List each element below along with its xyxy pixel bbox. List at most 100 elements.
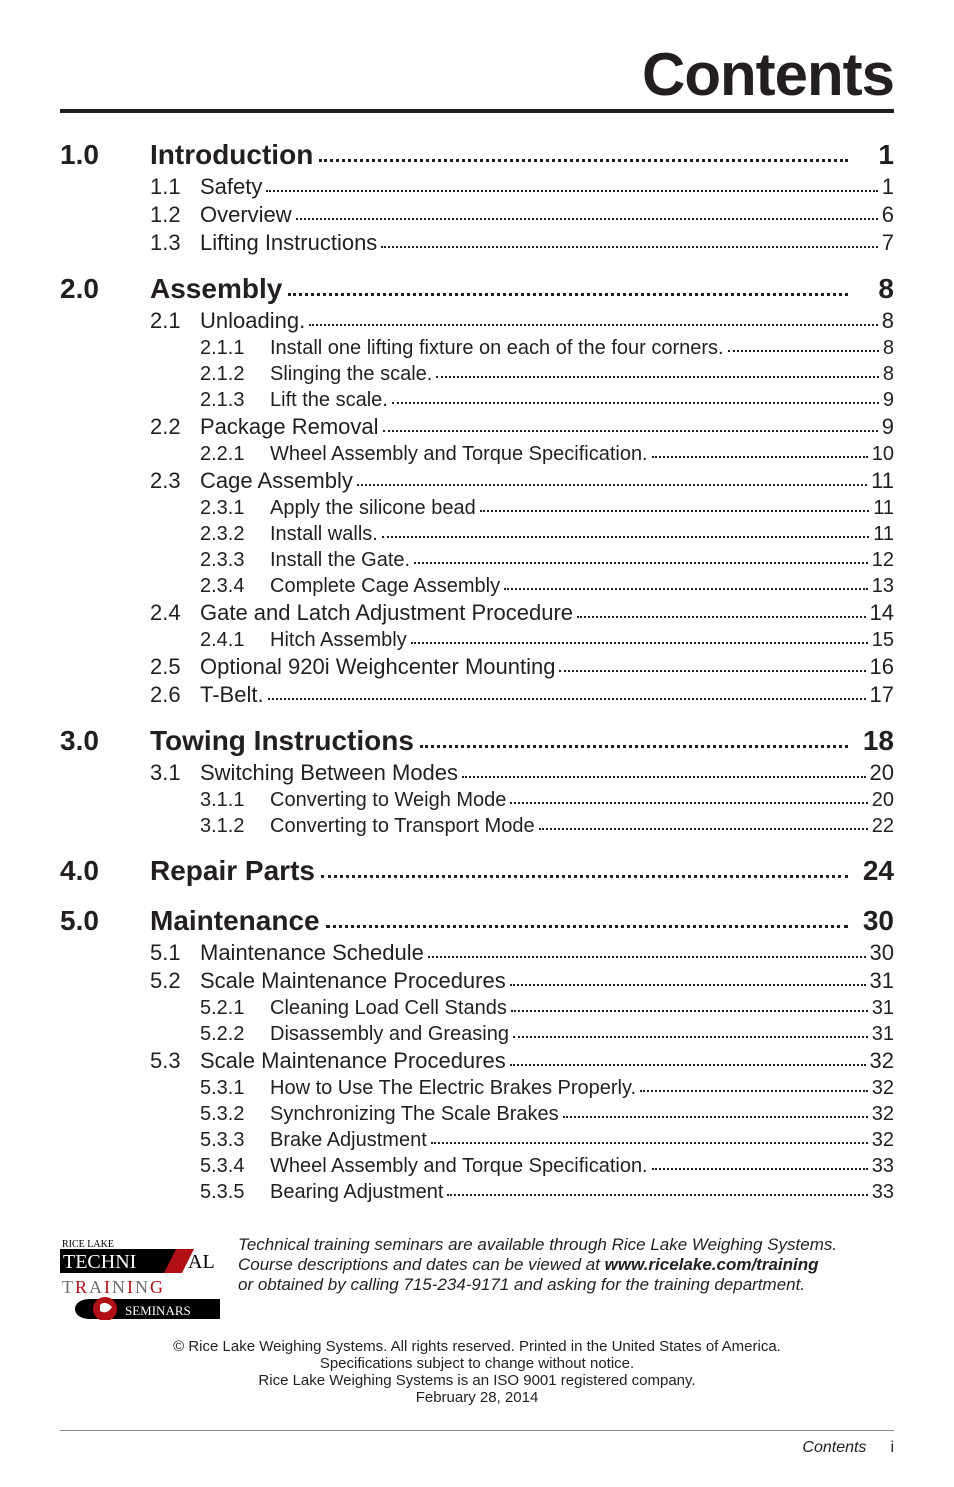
toc-entry-page: 31 xyxy=(872,1021,894,1047)
toc-leader-dots xyxy=(480,510,870,512)
toc-entry-title: Hitch Assembly xyxy=(270,627,407,653)
footer-line-2: Course descriptions and dates can be vie… xyxy=(238,1255,837,1275)
toc-entry-page: 14 xyxy=(870,599,894,627)
toc-entry-title: Cleaning Load Cell Stands xyxy=(270,995,507,1021)
toc-entry-page: 32 xyxy=(870,1047,894,1075)
toc-entry-number: 2.5 xyxy=(150,653,200,681)
toc-entry-page: 18 xyxy=(854,723,894,759)
toc-entry-page: 33 xyxy=(872,1153,894,1179)
copyright-block: © Rice Lake Weighing Systems. All rights… xyxy=(60,1338,894,1406)
toc-leader-dots xyxy=(728,350,879,352)
toc-entry-number: 3.1 xyxy=(150,759,200,787)
toc-entry-number: 2.1.3 xyxy=(200,387,270,413)
footer-training-text: Technical training seminars are availabl… xyxy=(238,1235,837,1295)
toc-leader-dots xyxy=(411,642,868,644)
toc-entry-title: Converting to Transport Mode xyxy=(270,813,535,839)
toc-entry-number: 2.6 xyxy=(150,681,200,709)
toc-entry-number: 2.1 xyxy=(150,307,200,335)
toc-entry-page: 31 xyxy=(872,995,894,1021)
toc-entry-number: 5.2.1 xyxy=(200,995,270,1021)
toc-row-lvl2: 5.3Scale Maintenance Procedures32 xyxy=(60,1047,894,1075)
toc-leader-dots xyxy=(382,536,869,538)
toc-entry-number: 5.0 xyxy=(60,903,150,939)
toc-entry-title: Install one lifting fixture on each of t… xyxy=(270,335,724,361)
toc-entry-title: T-Belt. xyxy=(200,681,264,709)
toc-row-lvl1: 1.0Introduction1 xyxy=(60,137,894,173)
footer-line-3: or obtained by calling 715-234-9171 and … xyxy=(238,1275,837,1295)
toc-entry-page: 8 xyxy=(854,271,894,307)
toc-entry-page: 31 xyxy=(870,967,894,995)
toc-leader-dots xyxy=(392,402,879,404)
toc-entry-number: 5.1 xyxy=(150,939,200,967)
toc-entry-title: Introduction xyxy=(150,137,313,173)
toc-entry-title: Maintenance Schedule xyxy=(200,939,424,967)
toc-leader-dots xyxy=(563,1116,868,1118)
table-of-contents: 1.0Introduction11.1Safety11.2Overview61.… xyxy=(60,137,894,1205)
toc-entry-number: 2.2 xyxy=(150,413,200,441)
toc-leader-dots xyxy=(319,159,848,162)
toc-entry-number: 5.3.1 xyxy=(200,1075,270,1101)
logo-seminars: SEMINARS xyxy=(125,1303,191,1318)
logo-al: AL xyxy=(188,1251,215,1273)
toc-entry-title: Unloading. xyxy=(200,307,305,335)
toc-row-lvl3: 2.3.2Install walls.11 xyxy=(60,521,894,547)
toc-entry-title: Lifting Instructions xyxy=(200,229,377,257)
toc-entry-title: Wheel Assembly and Torque Specification. xyxy=(270,441,648,467)
toc-entry-page: 11 xyxy=(871,467,894,495)
technical-training-logo: RICE LAKE TECHNI AL TRAINING SEMINARS xyxy=(60,1235,220,1320)
toc-entry-page: 22 xyxy=(872,813,894,839)
toc-entry-number: 1.2 xyxy=(150,201,200,229)
footer-line-2-bold: www.ricelake.com/training xyxy=(605,1255,819,1274)
toc-entry-title: Cage Assembly xyxy=(200,467,353,495)
toc-row-lvl2: 1.1Safety1 xyxy=(60,173,894,201)
footer-block: RICE LAKE TECHNI AL TRAINING SEMINARS xyxy=(60,1235,894,1406)
toc-row-lvl1: 2.0Assembly8 xyxy=(60,271,894,307)
toc-entry-number: 2.3.1 xyxy=(200,495,270,521)
logo-ricelake: RICE LAKE xyxy=(62,1239,114,1250)
toc-row-lvl3: 2.1.3Lift the scale.9 xyxy=(60,387,894,413)
toc-row-lvl3: 5.2.2Disassembly and Greasing31 xyxy=(60,1021,894,1047)
toc-row-lvl2: 2.4Gate and Latch Adjustment Procedure 14 xyxy=(60,599,894,627)
toc-leader-dots xyxy=(577,616,866,618)
toc-entry-page: 1 xyxy=(882,173,894,201)
toc-entry-page: 13 xyxy=(872,573,894,599)
page-footer-label: Contents xyxy=(802,1439,866,1457)
toc-leader-dots xyxy=(640,1090,868,1092)
toc-row-lvl3: 5.2.1Cleaning Load Cell Stands 31 xyxy=(60,995,894,1021)
toc-leader-dots xyxy=(266,190,877,192)
toc-leader-dots xyxy=(431,1142,868,1144)
toc-row-lvl3: 2.1.1Install one lifting fixture on each… xyxy=(60,335,894,361)
toc-row-lvl3: 5.3.5Bearing Adjustment33 xyxy=(60,1179,894,1205)
toc-leader-dots xyxy=(504,588,868,590)
toc-entry-number: 2.4 xyxy=(150,599,200,627)
toc-entry-page: 1 xyxy=(854,137,894,173)
toc-row-lvl3: 2.3.3Install the Gate.12 xyxy=(60,547,894,573)
toc-leader-dots xyxy=(420,745,848,748)
toc-row-lvl2: 5.1Maintenance Schedule30 xyxy=(60,939,894,967)
toc-leader-dots xyxy=(268,698,866,700)
toc-entry-title: Package Removal xyxy=(200,413,379,441)
toc-entry-number: 5.3.5 xyxy=(200,1179,270,1205)
toc-row-lvl3: 3.1.2Converting to Transport Mode22 xyxy=(60,813,894,839)
toc-leader-dots xyxy=(510,802,867,804)
toc-entry-number: 4.0 xyxy=(60,853,150,889)
toc-entry-page: 8 xyxy=(883,335,894,361)
toc-row-lvl3: 2.1.2Slinging the scale.8 xyxy=(60,361,894,387)
toc-entry-title: Gate and Latch Adjustment Procedure xyxy=(200,599,573,627)
toc-entry-page: 12 xyxy=(872,547,894,573)
toc-entry-page: 30 xyxy=(854,903,894,939)
toc-entry-title: Install the Gate. xyxy=(270,547,410,573)
page: Contents 1.0Introduction11.1Safety11.2Ov… xyxy=(0,0,954,1487)
toc-entry-page: 9 xyxy=(882,413,894,441)
toc-row-lvl3: 2.3.1Apply the silicone bead11 xyxy=(60,495,894,521)
toc-entry-page: 8 xyxy=(883,361,894,387)
toc-entry-number: 5.3.4 xyxy=(200,1153,270,1179)
toc-entry-title: Complete Cage Assembly xyxy=(270,573,500,599)
toc-entry-title: Overview xyxy=(200,201,292,229)
toc-row-lvl2: 2.6T-Belt.17 xyxy=(60,681,894,709)
footer-line-1: Technical training seminars are availabl… xyxy=(238,1235,837,1255)
toc-leader-dots xyxy=(309,324,878,326)
toc-leader-dots xyxy=(436,376,879,378)
toc-leader-dots xyxy=(326,925,848,928)
toc-entry-page: 20 xyxy=(870,759,894,787)
